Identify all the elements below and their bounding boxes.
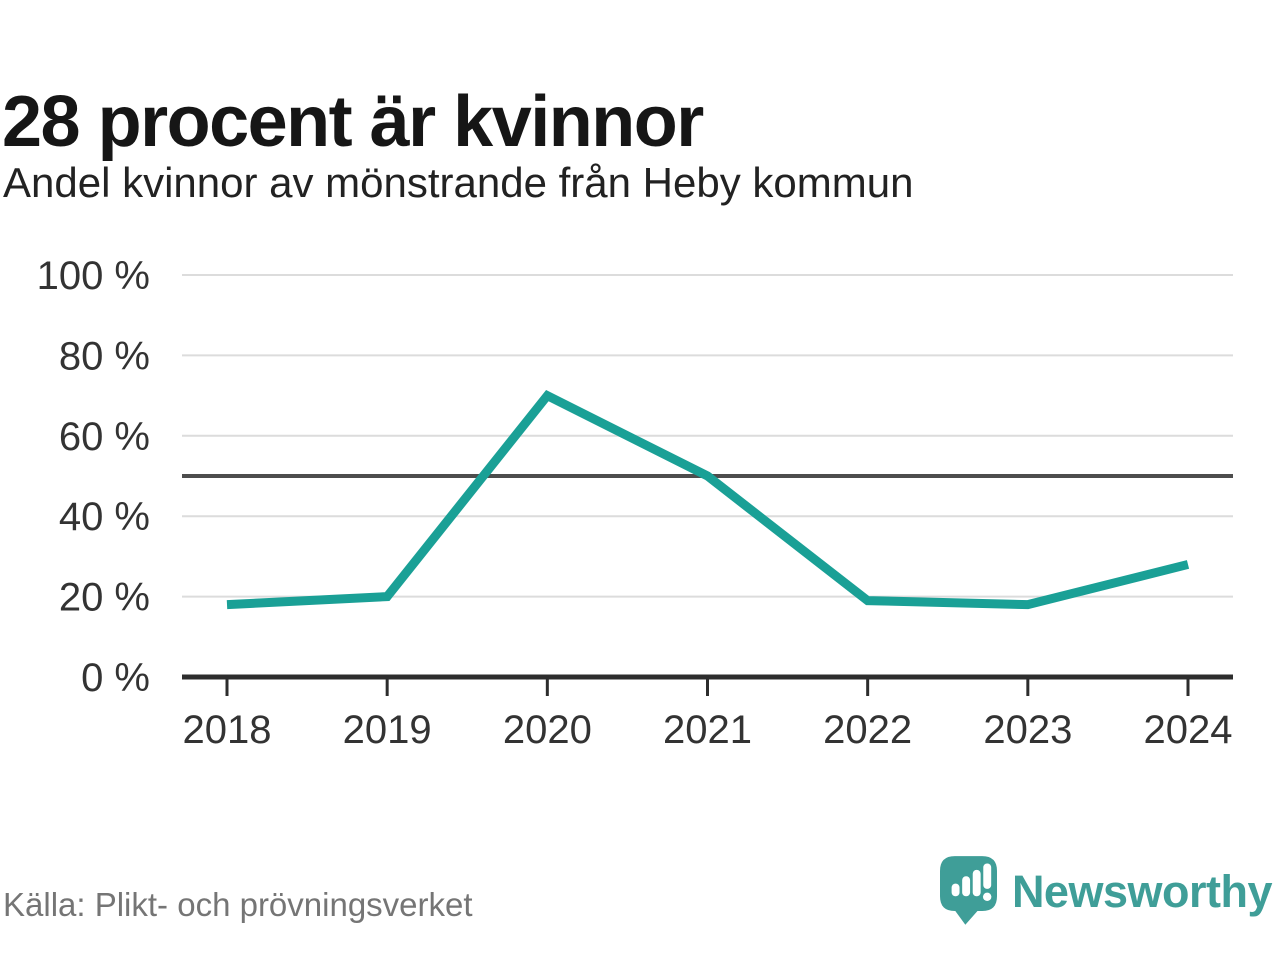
- x-axis-tick-label: 2020: [503, 708, 592, 752]
- line-chart: 0 % 20 % 40 % 60 % 80 % 100 % 2018 2019 2020 2021…: [37, 254, 1233, 752]
- y-axis-tick-label: 60 %: [59, 415, 150, 459]
- x-axis-tick-label: 2021: [663, 708, 752, 752]
- x-axis-tick-label: 2019: [343, 708, 432, 752]
- x-axis-tick-label: 2022: [823, 708, 912, 752]
- logo-exclamation-bar: [983, 863, 992, 889]
- source-note: Källa: Plikt- och prövningsverket: [3, 886, 473, 923]
- newsworthy-logo: Newsworthy: [939, 856, 1273, 926]
- y-axis-tick-label: 80 %: [59, 334, 150, 378]
- y-axis-tick-label: 40 %: [59, 495, 150, 539]
- logo-bar-1: [951, 883, 960, 897]
- logo-bar-2: [962, 876, 971, 897]
- logo-bar-3: [972, 869, 981, 897]
- x-axis-tick-label: 2023: [983, 708, 1072, 752]
- x-axis-tick-label: 2018: [183, 708, 272, 752]
- page-title: 28 procent är kvinnor: [2, 82, 704, 163]
- logo-exclamation-dot: [982, 892, 992, 902]
- newsworthy-logo-icon: [939, 856, 997, 925]
- y-axis-tick-label: 0 %: [81, 656, 150, 700]
- y-axis-tick-label: 20 %: [59, 576, 150, 620]
- data-line: [226, 389, 1190, 610]
- y-axis-tick-label: 100 %: [37, 254, 150, 298]
- logo-wordmark: Newsworthy: [1011, 865, 1273, 917]
- x-axis-tick-label: 2024: [1144, 708, 1233, 752]
- chart-subtitle: Andel kvinnor av mönstrande från Heby ko…: [3, 159, 914, 206]
